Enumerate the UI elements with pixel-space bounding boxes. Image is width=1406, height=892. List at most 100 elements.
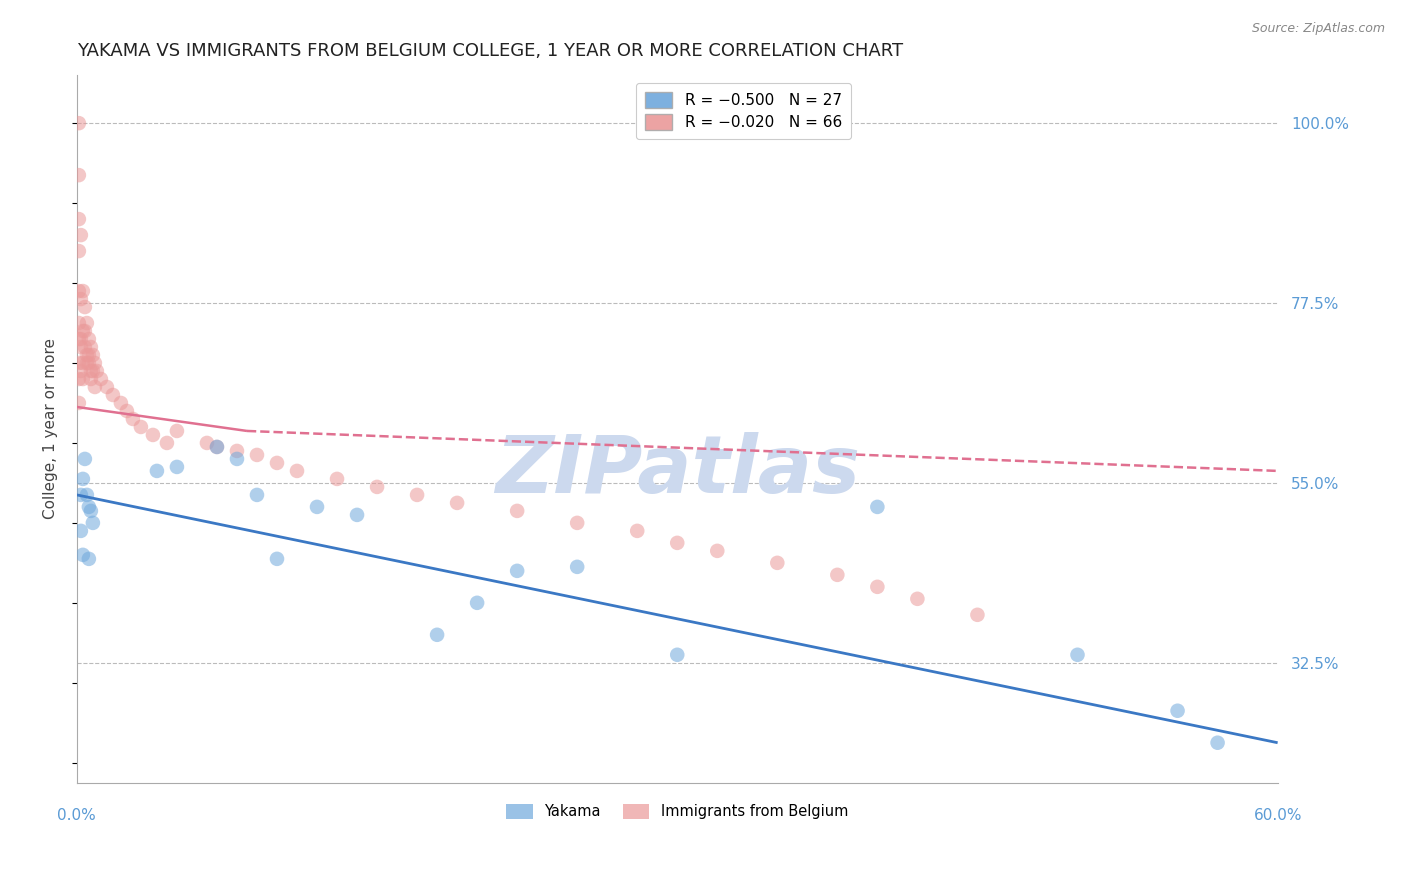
Point — [77, 356, 100, 370]
Point — [70, 488, 93, 502]
Point — [73, 451, 96, 466]
Point — [77, 332, 100, 346]
Point — [73, 340, 96, 354]
Point — [366, 480, 388, 494]
Point — [70, 340, 93, 354]
Point — [266, 456, 288, 470]
Point — [70, 332, 93, 346]
Point — [72, 324, 94, 338]
Point — [1206, 736, 1229, 750]
Point — [76, 488, 98, 502]
Point — [122, 412, 145, 426]
Point — [70, 364, 93, 378]
Point — [67, 316, 90, 330]
Point — [166, 424, 188, 438]
Point — [129, 420, 152, 434]
Point — [67, 332, 90, 346]
Text: YAKAMA VS IMMIGRANTS FROM BELGIUM COLLEGE, 1 YEAR OR MORE CORRELATION CHART: YAKAMA VS IMMIGRANTS FROM BELGIUM COLLEG… — [77, 42, 903, 60]
Point — [305, 500, 328, 514]
Point — [70, 524, 93, 538]
Point — [77, 348, 100, 362]
Point — [72, 284, 94, 298]
Point — [142, 428, 165, 442]
Point — [83, 380, 105, 394]
Point — [76, 348, 98, 362]
Point — [67, 116, 90, 130]
Point — [506, 564, 529, 578]
Point — [226, 444, 249, 458]
Point — [866, 580, 889, 594]
Point — [146, 464, 169, 478]
Point — [83, 356, 105, 370]
Point — [666, 536, 689, 550]
Point — [1066, 648, 1088, 662]
Point — [706, 544, 728, 558]
Y-axis label: College, 1 year or more: College, 1 year or more — [44, 338, 58, 519]
Point — [346, 508, 368, 522]
Point — [246, 448, 269, 462]
Point — [82, 364, 104, 378]
Point — [70, 292, 93, 306]
Point — [246, 488, 269, 502]
Point — [285, 464, 308, 478]
Point — [72, 472, 94, 486]
Point — [205, 440, 228, 454]
Point — [72, 356, 94, 370]
Point — [86, 364, 108, 378]
Point — [205, 440, 228, 454]
Point — [866, 500, 889, 514]
Point — [72, 548, 94, 562]
Point — [567, 559, 589, 574]
Point — [195, 436, 218, 450]
Point — [96, 380, 118, 394]
Point — [827, 567, 849, 582]
Point — [266, 552, 288, 566]
Point — [80, 364, 103, 378]
Legend: Yakama, Immigrants from Belgium: Yakama, Immigrants from Belgium — [501, 797, 853, 825]
Point — [73, 324, 96, 338]
Text: 60.0%: 60.0% — [1253, 807, 1302, 822]
Point — [156, 436, 179, 450]
Point — [67, 244, 90, 258]
Point — [72, 372, 94, 386]
Point — [426, 628, 449, 642]
Point — [67, 284, 90, 298]
Point — [115, 404, 138, 418]
Text: Source: ZipAtlas.com: Source: ZipAtlas.com — [1251, 22, 1385, 36]
Point — [666, 648, 689, 662]
Point — [80, 340, 103, 354]
Point — [67, 168, 90, 182]
Point — [80, 504, 103, 518]
Point — [406, 488, 429, 502]
Point — [67, 396, 90, 410]
Point — [76, 316, 98, 330]
Point — [77, 552, 100, 566]
Point — [77, 500, 100, 514]
Point — [70, 228, 93, 243]
Point — [226, 451, 249, 466]
Point — [465, 596, 488, 610]
Point — [82, 516, 104, 530]
Point — [626, 524, 648, 538]
Point — [905, 591, 928, 606]
Point — [67, 372, 90, 386]
Text: 0.0%: 0.0% — [58, 807, 96, 822]
Text: ZIPatlas: ZIPatlas — [495, 433, 859, 510]
Point — [73, 300, 96, 314]
Point — [110, 396, 132, 410]
Point — [67, 212, 90, 227]
Point — [446, 496, 468, 510]
Point — [1167, 704, 1189, 718]
Point — [101, 388, 124, 402]
Point — [166, 459, 188, 474]
Point — [80, 372, 103, 386]
Point — [567, 516, 589, 530]
Point — [326, 472, 349, 486]
Point — [67, 356, 90, 370]
Point — [76, 356, 98, 370]
Point — [766, 556, 789, 570]
Point — [506, 504, 529, 518]
Point — [82, 348, 104, 362]
Point — [966, 607, 988, 622]
Point — [90, 372, 112, 386]
